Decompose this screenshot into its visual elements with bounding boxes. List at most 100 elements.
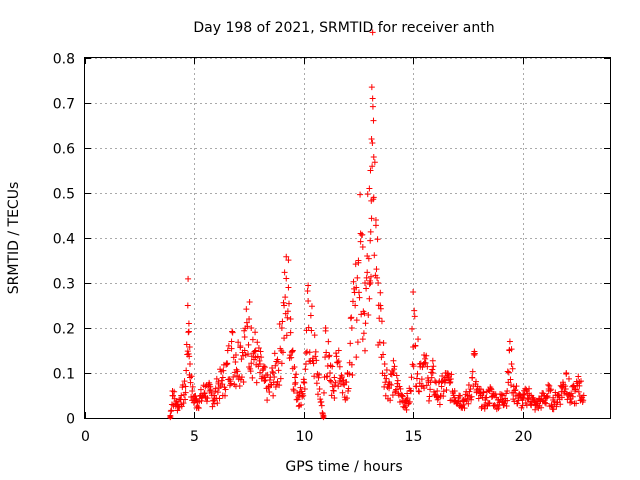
data-point [237, 343, 244, 349]
data-point-zero [321, 415, 326, 419]
data-point [505, 369, 512, 376]
data-point [314, 391, 321, 398]
data-point [372, 222, 379, 229]
data-point [366, 185, 373, 192]
data-point [415, 336, 422, 343]
data-point [486, 388, 493, 394]
data-point [325, 338, 332, 345]
data-point [271, 374, 278, 381]
x-tick-label: 5 [190, 429, 199, 445]
data-point [407, 388, 414, 394]
data-point [356, 294, 363, 301]
data-point [240, 352, 247, 359]
data-point [292, 379, 299, 386]
data-point [403, 406, 410, 413]
data-point [541, 392, 548, 399]
data-point [364, 253, 371, 259]
data-point [188, 373, 195, 380]
data-point [299, 393, 306, 400]
data-point [261, 374, 268, 381]
data-point [376, 339, 383, 346]
data-point [193, 395, 200, 402]
data-point [288, 354, 295, 361]
data-point [272, 362, 279, 369]
data-point [507, 376, 514, 383]
data-point [333, 350, 340, 357]
data-point [510, 383, 517, 390]
data-point [468, 396, 475, 403]
data-point [324, 373, 331, 380]
data-point [246, 299, 253, 306]
data-point [374, 236, 381, 243]
data-point [281, 269, 288, 276]
data-point [557, 401, 564, 408]
data-point [281, 302, 288, 309]
data-point [369, 95, 376, 102]
grid [85, 58, 610, 418]
data-point [390, 357, 397, 364]
data-point [241, 334, 248, 340]
data-point [514, 400, 521, 407]
data-point [174, 407, 181, 414]
data-point [422, 360, 429, 367]
data-point [447, 375, 454, 382]
data-point [357, 191, 364, 198]
data-point [219, 374, 226, 381]
data-point [318, 398, 325, 405]
data-point [480, 389, 487, 396]
data-point [322, 325, 329, 331]
data-point [251, 348, 258, 355]
data-point [415, 387, 422, 394]
data-point [167, 408, 174, 415]
data-point [416, 380, 423, 387]
data-point [422, 355, 429, 362]
data-point [563, 370, 570, 376]
data-point [471, 352, 478, 358]
data-point [369, 103, 376, 110]
data-point [302, 349, 309, 356]
data-point [377, 302, 384, 309]
data-point [183, 341, 190, 348]
y-axis-title: SRMTID / TECUs [6, 182, 22, 295]
data-point [421, 352, 428, 358]
data-point [290, 387, 297, 394]
data-point [222, 386, 229, 393]
data-point [545, 381, 552, 388]
data-point [528, 399, 535, 406]
data-point [456, 392, 463, 399]
data-point [481, 405, 488, 412]
data-point [509, 365, 516, 372]
data-point [465, 381, 472, 388]
data-point [274, 378, 281, 385]
data-point [580, 397, 587, 404]
data-point [248, 325, 255, 331]
data-point [499, 392, 506, 399]
data-point [473, 388, 480, 394]
y-tick-label: 0 [66, 412, 75, 428]
data-point [357, 238, 364, 245]
data-point [201, 390, 208, 397]
data-point [349, 371, 356, 378]
data-point [246, 316, 253, 322]
data-point [390, 366, 397, 373]
data-point [545, 388, 552, 394]
data-point [336, 363, 343, 370]
data-point [328, 378, 335, 385]
data-point [343, 395, 350, 402]
data-point [197, 392, 204, 399]
data-point [425, 397, 432, 404]
data-point [181, 378, 188, 385]
data-point [206, 388, 213, 394]
data-point [359, 336, 366, 343]
data-point [265, 383, 272, 390]
data-point [201, 389, 208, 396]
data-point [392, 389, 399, 396]
data-point [257, 348, 264, 355]
data-point [253, 379, 260, 386]
data-point [254, 353, 261, 360]
y-tick-label: 0.7 [53, 97, 75, 113]
data-point [345, 385, 352, 392]
data-point [322, 354, 329, 361]
data-point [252, 329, 259, 336]
data-point [381, 361, 388, 367]
